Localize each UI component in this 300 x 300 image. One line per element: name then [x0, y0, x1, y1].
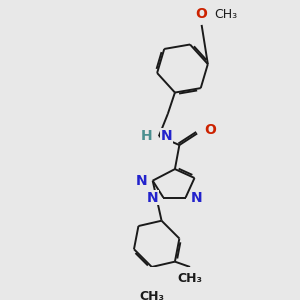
Text: N: N: [136, 174, 147, 188]
Text: O: O: [204, 123, 216, 137]
Text: O: O: [196, 8, 208, 21]
Text: N: N: [191, 190, 203, 205]
Text: N: N: [161, 129, 172, 143]
Text: CH₃: CH₃: [214, 8, 237, 21]
Text: CH₃: CH₃: [178, 272, 203, 285]
Text: N: N: [146, 190, 158, 205]
Text: H: H: [141, 129, 153, 143]
Text: CH₃: CH₃: [139, 290, 164, 300]
